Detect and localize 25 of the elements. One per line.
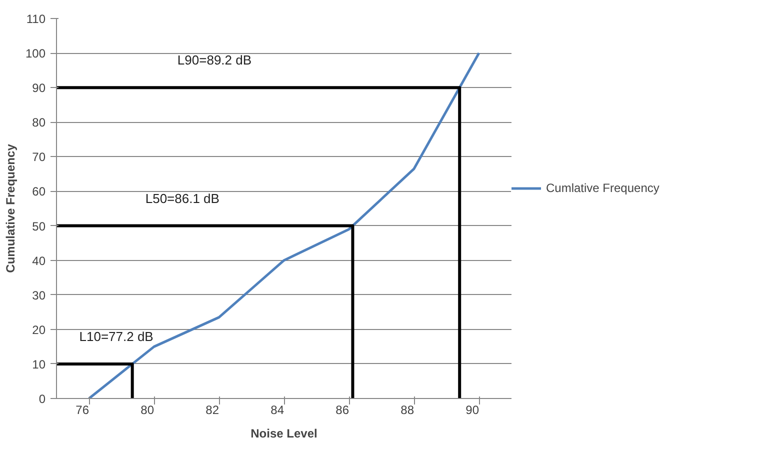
x-axis-title: Noise Level	[250, 426, 318, 440]
x-tick-label: 80	[140, 403, 154, 417]
y-tick-label: 100	[25, 46, 46, 61]
x-tick-label: 84	[270, 403, 284, 417]
y-tick-label: 60	[32, 184, 46, 199]
x-tick-label: 82	[206, 403, 220, 417]
x-tick-label: 88	[400, 403, 414, 417]
x-tick-label: 76	[76, 403, 90, 417]
legend-label: Cumlative Frequency	[546, 181, 660, 195]
y-tick-label: 110	[26, 12, 46, 26]
x-tick-label: 90	[466, 403, 480, 417]
y-tick-label: 30	[32, 288, 46, 302]
ref-line-label: L50=86.1 dB	[145, 190, 220, 206]
y-tick-label: 40	[32, 254, 46, 268]
y-tick-label: 10	[32, 357, 46, 372]
y-axis-title: Cumulative Frequency	[3, 144, 18, 273]
y-tick-label: 0	[38, 392, 46, 406]
y-tick-label: 20	[32, 322, 46, 337]
x-tick-label: 86	[336, 403, 350, 417]
y-tick-label: 90	[32, 81, 46, 96]
y-tick-label: 70	[32, 150, 46, 164]
ref-line-label: L10=77.2 dB	[79, 328, 154, 344]
y-tick-label: 50	[32, 219, 46, 234]
ref-line-label: L90=89.2 dB	[177, 52, 252, 68]
y-tick-label: 80	[32, 116, 46, 130]
